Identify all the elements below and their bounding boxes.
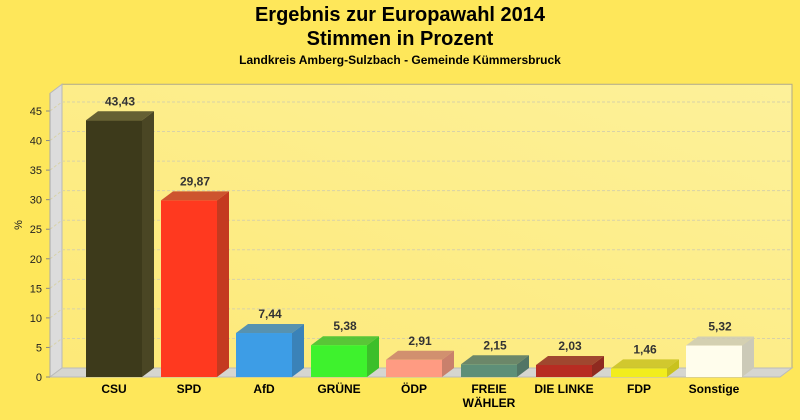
gridline-diagonal <box>49 160 63 171</box>
bar-top <box>686 336 754 346</box>
bar-side <box>667 359 679 377</box>
y-tick-label: 25 <box>30 224 42 236</box>
bar-side <box>742 336 754 377</box>
category-label: DIE LINKE <box>534 382 593 396</box>
bar-front <box>386 359 442 377</box>
bar-spd <box>161 191 229 377</box>
category-label: ÖDP <box>401 381 427 396</box>
gridline-diagonal <box>49 338 63 348</box>
bar-top <box>311 336 379 346</box>
bar-freie-wähler <box>461 355 529 377</box>
chart-title: Ergebnis zur Europawahl 2014 <box>254 4 546 26</box>
bar-top <box>236 324 304 334</box>
y-axis-label: % <box>13 220 25 230</box>
y-tick-label: 30 <box>30 195 42 207</box>
value-label: 2,15 <box>483 338 507 352</box>
value-label: 43,43 <box>105 94 135 108</box>
bar-front <box>536 365 592 377</box>
value-label: 1,46 <box>633 342 657 356</box>
bar-side <box>592 356 604 377</box>
category-label: GRÜNE <box>317 381 360 396</box>
bar-side <box>442 350 454 377</box>
gridline-diagonal <box>49 219 63 230</box>
y-tick-label: 0 <box>36 372 42 384</box>
bar-front <box>686 345 742 377</box>
bar-side <box>292 324 304 377</box>
bar-top <box>161 191 229 201</box>
bar-side <box>517 355 529 377</box>
bar-top <box>536 356 604 366</box>
category-label: CSU <box>101 382 126 396</box>
bar-csu <box>86 111 154 377</box>
bar-grüne <box>311 336 379 377</box>
bar-front <box>161 200 217 377</box>
bar-front <box>311 345 367 377</box>
bar-side <box>217 191 229 377</box>
value-label: 2,03 <box>558 339 582 353</box>
y-tick-label: 15 <box>30 283 42 295</box>
y-tick-label: 20 <box>30 254 42 266</box>
chart-subtitle-region: Landkreis Amberg-Sulzbach - Gemeinde Küm… <box>239 53 561 67</box>
plot-side-wall <box>49 83 63 378</box>
bar-top <box>86 111 154 121</box>
value-label: 5,38 <box>333 319 357 333</box>
bar-top <box>611 359 679 369</box>
value-label: 29,87 <box>180 174 210 188</box>
category-label: SPD <box>177 382 202 396</box>
bar-die-linke <box>536 356 604 377</box>
bar-front <box>461 364 517 377</box>
bar-fdp <box>611 359 679 377</box>
bar-side <box>367 336 379 377</box>
category-label: AfD <box>253 382 275 396</box>
gridline-diagonal <box>49 308 63 319</box>
bar-side <box>142 111 154 377</box>
bar-front <box>86 120 142 377</box>
category-label: WÄHLER <box>463 395 516 410</box>
gridline-diagonal <box>49 278 63 289</box>
category-label: Sonstige <box>689 382 740 396</box>
y-tick-label: 45 <box>30 106 42 118</box>
bar-afd <box>236 324 304 377</box>
value-label: 5,32 <box>708 320 732 334</box>
category-label: FREIE <box>471 382 506 396</box>
gridline-diagonal <box>49 249 63 260</box>
bar-front <box>611 368 667 377</box>
gridline-diagonal <box>49 101 63 112</box>
value-label: 7,44 <box>258 307 282 321</box>
y-tick-label: 5 <box>36 342 42 354</box>
category-label: FDP <box>627 382 651 396</box>
y-tick-label: 10 <box>30 313 42 325</box>
bar-top <box>461 355 529 365</box>
gridline-diagonal <box>49 131 63 141</box>
y-tick-label: 40 <box>30 136 42 148</box>
value-label: 2,91 <box>408 334 432 348</box>
y-tick-label: 35 <box>30 165 42 177</box>
bar-top <box>386 350 454 360</box>
gridline-diagonal <box>49 190 63 201</box>
bar-front <box>236 333 292 377</box>
bar-sonstige <box>686 336 754 377</box>
chart-subtitle: Stimmen in Prozent <box>306 28 494 50</box>
bar-ödp <box>386 350 454 377</box>
